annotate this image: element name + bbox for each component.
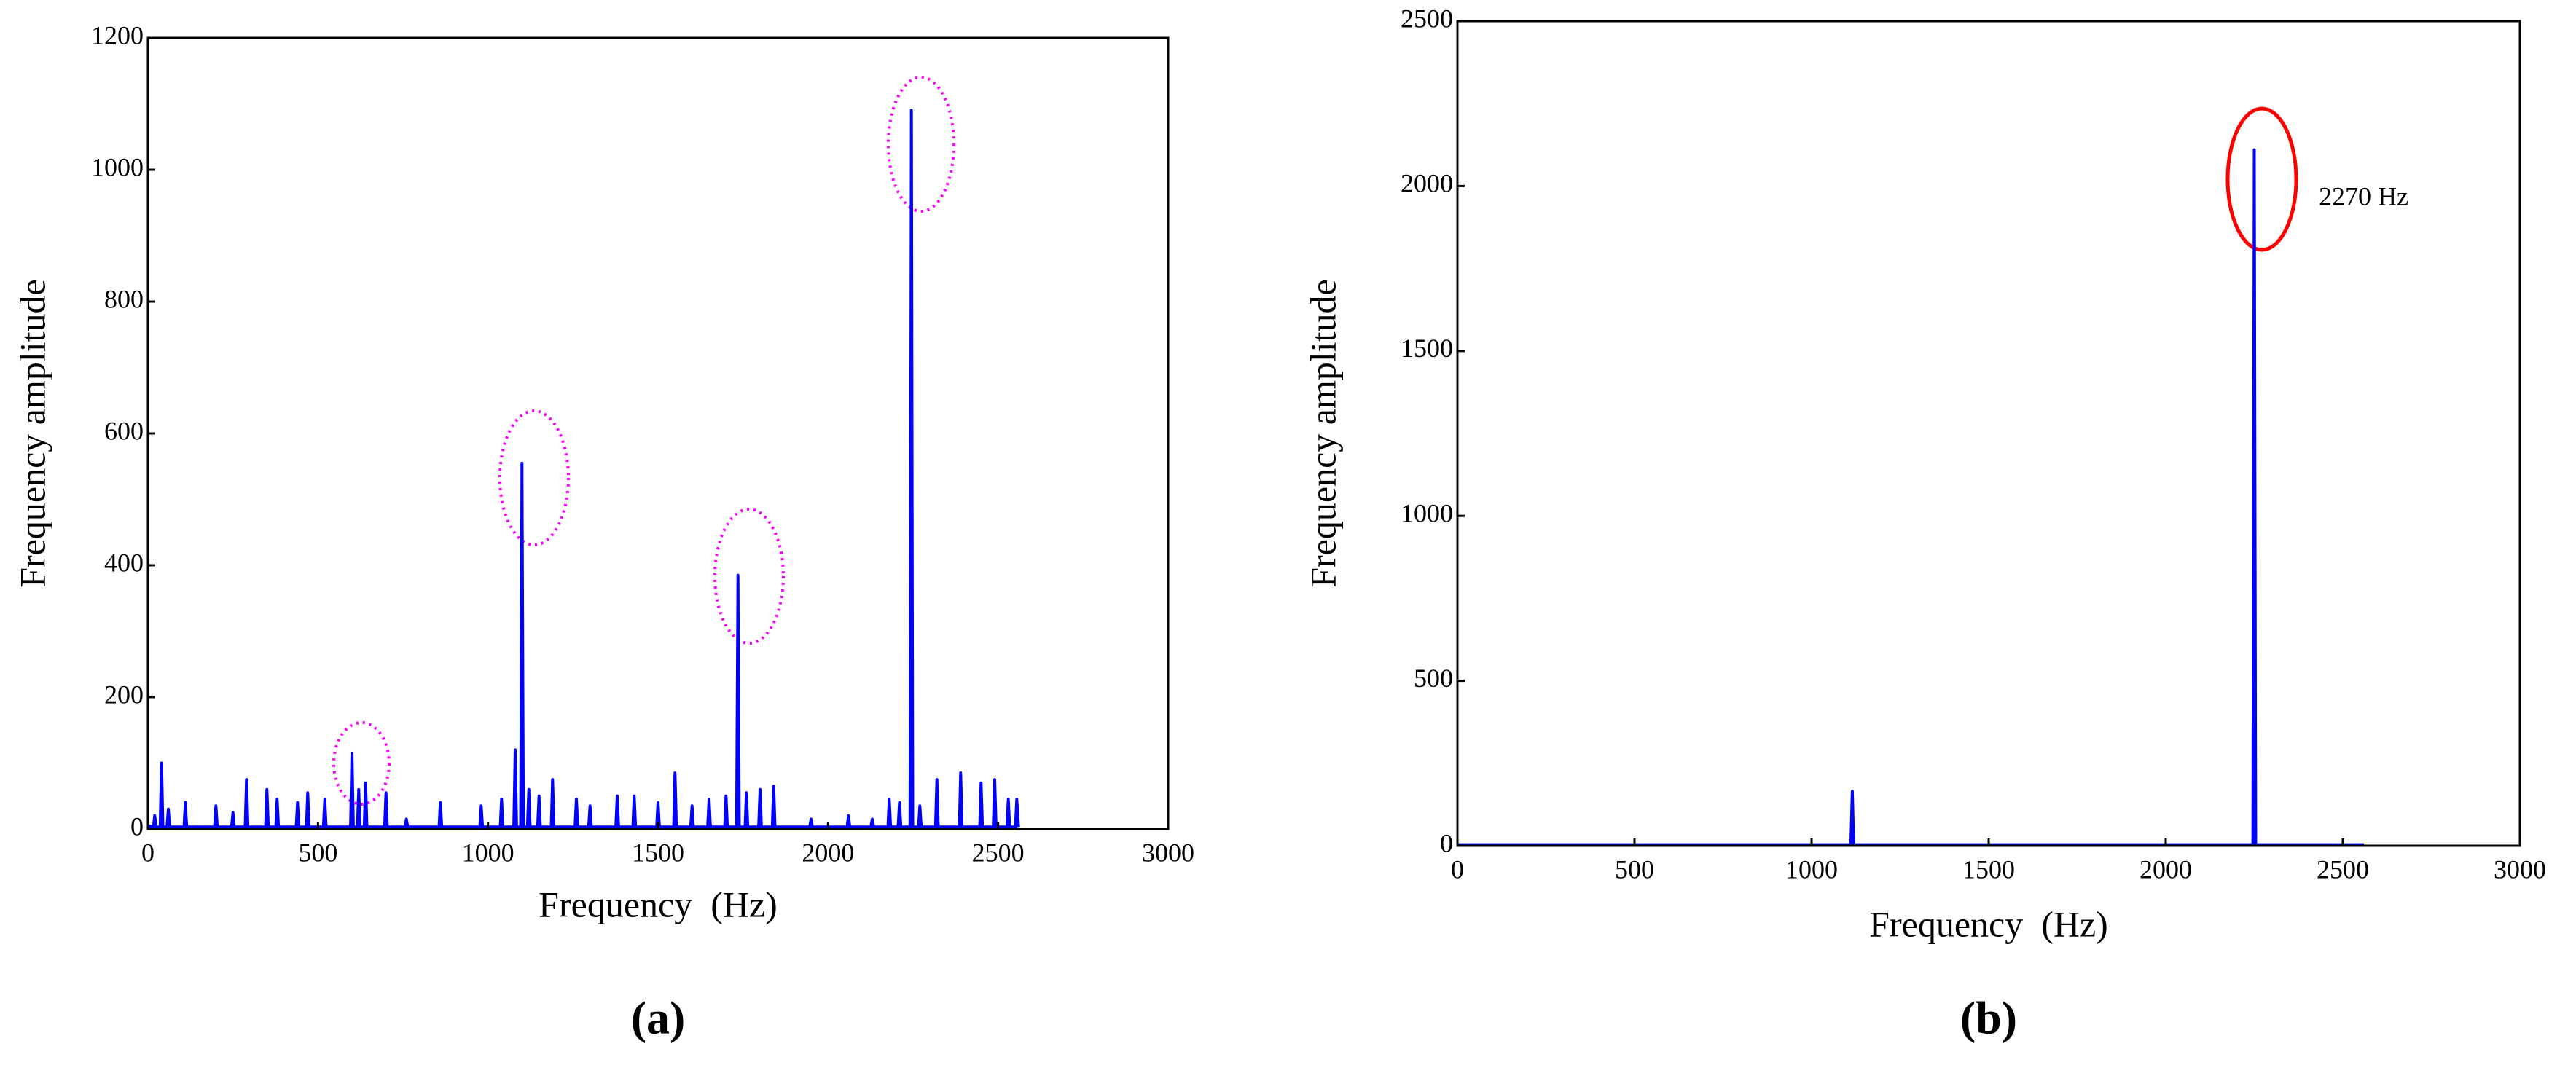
y-tick-label: 1200 — [91, 20, 144, 50]
highlight-ellipse — [713, 508, 785, 645]
y-tick-label: 2500 — [1401, 4, 1453, 33]
x-tick-label: 0 — [141, 838, 154, 867]
x-tick-label: 0 — [1451, 854, 1464, 884]
x-tick-label: 2000 — [2140, 854, 2192, 884]
y-tick-label: 1500 — [1401, 334, 1453, 363]
y-tick-label: 1000 — [91, 152, 144, 181]
plot-frame — [146, 36, 1170, 830]
y-axis-label: Frequency amplitude — [12, 279, 52, 588]
y-tick-label: 0 — [1440, 828, 1453, 857]
y-tick-label: 0 — [130, 811, 144, 841]
x-tick-label: 2000 — [802, 838, 854, 867]
x-tick-label: 3000 — [1142, 838, 1194, 867]
panel-label: (b) — [1960, 992, 2017, 1044]
spectrum-line — [147, 109, 1020, 829]
x-tick-label: 2500 — [2317, 854, 2369, 884]
x-axis-label: Frequency (Hz) — [1869, 903, 2108, 944]
highlight-ellipse — [332, 721, 391, 806]
x-axis-label: Frequency (Hz) — [539, 884, 778, 924]
highlight-ellipse — [2225, 106, 2298, 252]
y-axis-label: Frequency amplitude — [1302, 279, 1343, 588]
y-tick-label: 200 — [104, 680, 144, 709]
y-tick-label: 2000 — [1401, 169, 1453, 198]
x-tick-label: 500 — [298, 838, 337, 867]
x-tick-label: 1000 — [1785, 854, 1838, 884]
x-tick-label: 1000 — [462, 838, 514, 867]
x-tick-label: 3000 — [2494, 854, 2546, 884]
x-tick-label: 2500 — [972, 838, 1025, 867]
y-tick-label: 800 — [104, 284, 144, 313]
y-tick-label: 400 — [104, 548, 144, 577]
plot-frame — [1456, 20, 2521, 847]
spectrum-line — [1457, 148, 2365, 846]
highlight-ellipse — [887, 76, 955, 213]
panel-label: (a) — [631, 992, 686, 1044]
y-tick-label: 1000 — [1401, 498, 1453, 527]
peak-annotation: 2270 Hz — [2319, 181, 2408, 211]
x-tick-label: 1500 — [1962, 854, 2015, 884]
y-tick-label: 600 — [104, 416, 144, 445]
x-tick-label: 500 — [1615, 854, 1654, 884]
x-tick-label: 1500 — [632, 838, 684, 867]
y-tick-label: 500 — [1414, 664, 1453, 693]
highlight-ellipse — [498, 409, 570, 546]
